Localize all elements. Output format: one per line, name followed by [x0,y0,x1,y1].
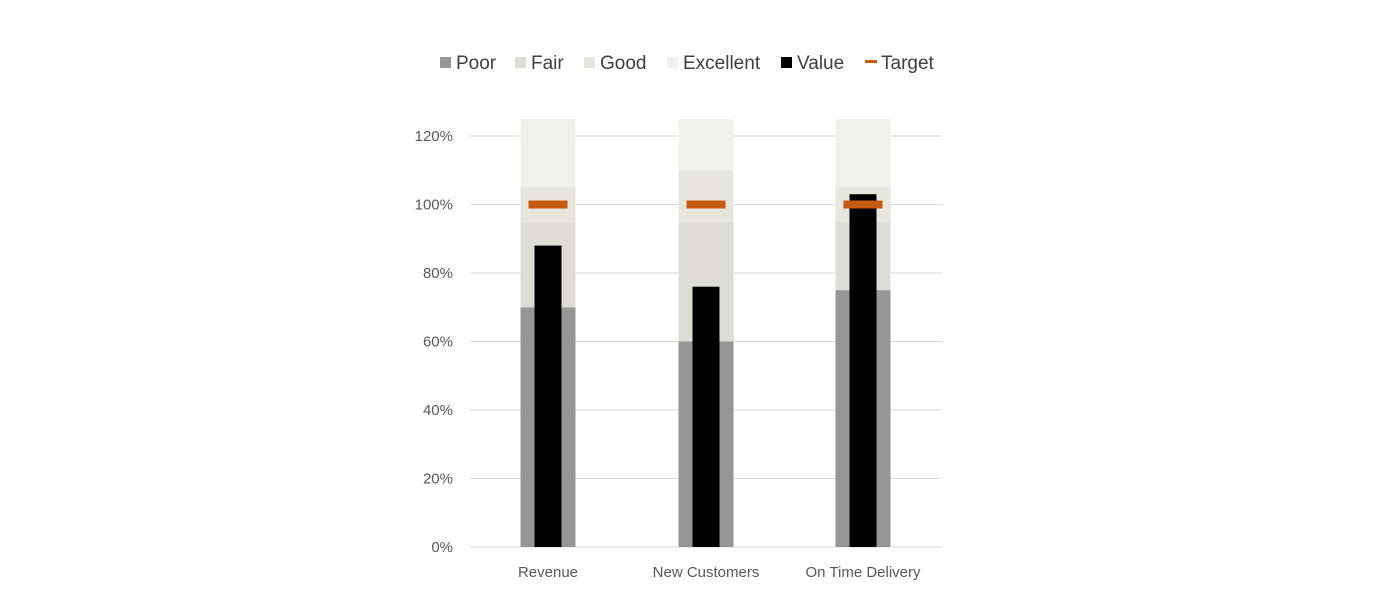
legend-marker-fair [515,57,526,68]
legend-label-value: Value [797,53,844,74]
legend-marker-value [781,57,792,68]
value-bar [534,245,562,547]
y-axis-ticks: 0% 20% 40% 60% 80% 100% 120% [415,128,453,556]
legend-marker-target [865,60,877,63]
y-tick-label: 0% [431,539,453,556]
range-band-excellent [678,119,734,171]
target-markers [528,200,883,209]
range-band-excellent [835,119,891,188]
value-bar [692,286,720,547]
y-tick-label: 20% [423,471,453,488]
range-band-good [678,170,734,222]
category-label: On Time Delivery [805,564,921,581]
x-axis-categories: Revenue New Customers On Time Delivery [518,564,921,581]
legend-marker-poor [440,57,451,68]
value-bar [849,194,877,547]
category-label: Revenue [518,564,578,581]
legend: Poor Fair Good Excellent Value Target [440,53,935,74]
target-marker [843,200,883,209]
y-tick-label: 100% [415,197,453,214]
category-label: New Customers [653,564,760,581]
legend-label-fair: Fair [531,53,564,74]
target-marker [686,200,726,209]
y-tick-label: 120% [415,128,453,145]
legend-marker-excellent [667,57,678,68]
range-band-excellent [520,119,576,188]
y-tick-label: 60% [423,334,453,351]
legend-marker-good [584,57,595,68]
target-marker [528,200,568,209]
value-bars [534,194,877,547]
y-tick-label: 80% [423,265,453,282]
legend-label-target: Target [881,53,935,74]
legend-label-excellent: Excellent [683,53,761,74]
legend-label-poor: Poor [456,53,497,74]
legend-label-good: Good [600,53,646,74]
y-tick-label: 40% [423,402,453,419]
